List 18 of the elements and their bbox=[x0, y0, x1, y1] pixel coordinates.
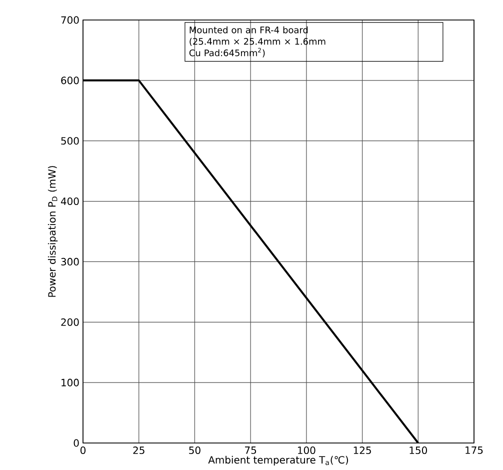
y-tick-label: 500 bbox=[61, 137, 79, 145]
y-tick-label: 700 bbox=[61, 16, 79, 24]
x-axis-title: Ambient temperature T$_{a}$(℃) bbox=[208, 456, 348, 466]
x-tick-label: 0 bbox=[80, 446, 86, 454]
y-tick-label: 400 bbox=[60, 198, 79, 206]
x-tick-label: 175 bbox=[466, 446, 483, 454]
y-tick-label: 0 bbox=[74, 439, 79, 447]
y-tick-label: 300 bbox=[61, 258, 79, 266]
y-axis-title: Power dissipation P$_{D}$ (mW) bbox=[48, 166, 58, 297]
x-tick-label: 100 bbox=[298, 446, 316, 454]
x-tick-label: 50 bbox=[189, 446, 200, 454]
x-tick-label: 150 bbox=[410, 446, 427, 454]
x-tick-label: 25 bbox=[133, 446, 144, 454]
x-tick-label: 125 bbox=[354, 446, 371, 454]
y-tick-label: 600 bbox=[61, 76, 79, 84]
x-tick-label: 75 bbox=[245, 446, 256, 454]
y-tick-label: 100 bbox=[62, 378, 79, 386]
y-tick-label: 200 bbox=[61, 318, 79, 326]
